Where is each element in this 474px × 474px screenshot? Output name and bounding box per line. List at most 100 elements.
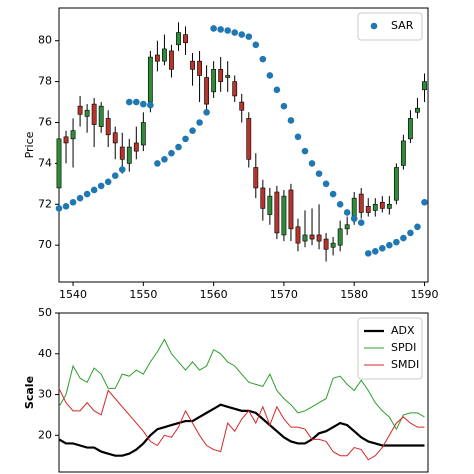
candle-body	[225, 75, 231, 78]
y-tick-label: 30	[38, 388, 52, 401]
candle-body	[63, 136, 69, 144]
candle-body	[274, 191, 280, 234]
y-tick-label: 80	[38, 34, 52, 47]
sar-point	[252, 41, 260, 49]
series-line	[58, 388, 425, 461]
candle-body	[218, 69, 224, 82]
candle-body	[56, 138, 62, 189]
x-tick-label: 1570	[270, 288, 298, 301]
sar-point	[414, 223, 421, 231]
sar-point	[407, 229, 414, 237]
sar-point	[217, 26, 224, 33]
y-tick-label: 50	[38, 306, 52, 319]
sar-point	[118, 166, 126, 173]
sar-point	[400, 234, 407, 242]
sar-point	[55, 205, 63, 212]
y-tick-label: 78	[38, 75, 52, 88]
legend-marker	[370, 22, 378, 30]
sar-point	[364, 250, 372, 257]
sar-point	[308, 160, 316, 167]
x-tick-label: 1580	[340, 288, 368, 301]
sar-point	[203, 108, 210, 116]
sar-point	[280, 102, 288, 110]
candle-body	[211, 69, 217, 93]
sar-point	[224, 27, 231, 34]
candle-body	[422, 81, 427, 91]
x-tick-label: 1560	[200, 288, 228, 301]
sar-point	[273, 86, 281, 94]
candle-body	[239, 101, 245, 111]
y-tick-label: 20	[38, 428, 52, 441]
x-tick-label: 1590	[410, 288, 438, 301]
series-line	[58, 338, 425, 431]
y-axis-label: Scale	[23, 376, 36, 409]
x-tick-label: 1540	[59, 288, 87, 301]
candle-body	[204, 77, 210, 105]
candle-body	[386, 203, 392, 209]
y-tick-label: 74	[38, 156, 52, 169]
legend-label: SMDI	[391, 358, 419, 371]
candle-body	[197, 60, 202, 76]
candle-body	[246, 118, 252, 160]
candle-body	[365, 206, 371, 213]
sar-point	[104, 178, 112, 186]
legend-label: SAR	[391, 19, 414, 32]
sar-point	[231, 29, 239, 36]
sar-point	[125, 98, 133, 106]
sar-point	[421, 198, 428, 206]
candle-body	[126, 146, 132, 164]
sar-point	[168, 149, 175, 157]
candle-body	[281, 195, 287, 236]
sar-point	[371, 248, 379, 255]
candle-body	[190, 60, 195, 70]
sar-point	[259, 55, 267, 63]
sar-point	[350, 215, 358, 222]
candle-body	[162, 48, 167, 62]
legend-label: SPDI	[391, 341, 416, 354]
sar-point	[62, 203, 70, 210]
y-tick-label: 70	[38, 238, 52, 251]
candle-body	[309, 234, 315, 240]
sar-point	[196, 119, 203, 126]
sar-point	[386, 241, 393, 249]
candle-body	[316, 234, 322, 242]
sar-point	[287, 117, 295, 124]
sar-point	[76, 194, 84, 202]
candle-body	[147, 56, 153, 103]
candle-body	[133, 142, 139, 152]
sar-point	[189, 127, 196, 134]
series-line	[58, 403, 425, 457]
sar-point	[161, 156, 168, 163]
sar-point	[343, 209, 351, 216]
sar-point	[322, 180, 330, 188]
candle-body	[260, 187, 266, 209]
candle-body	[302, 234, 308, 242]
candle-body	[408, 118, 413, 140]
sar-point	[379, 244, 386, 252]
sar-point	[357, 219, 365, 227]
candle-body	[91, 103, 97, 125]
sar-point	[238, 31, 246, 38]
candle-body	[330, 242, 336, 248]
y-tick-label: 76	[38, 116, 52, 129]
sar-point	[210, 25, 217, 32]
candle-body	[379, 201, 385, 209]
sar-point	[140, 100, 147, 108]
sar-point	[294, 133, 302, 141]
sar-point	[315, 170, 323, 177]
sar-point	[147, 101, 154, 109]
candle-body	[183, 34, 188, 44]
sar-point	[90, 186, 98, 194]
x-tick-label: 1550	[129, 288, 157, 301]
sar-point	[133, 98, 140, 106]
sar-point	[393, 238, 400, 246]
y-axis-label: Price	[23, 131, 36, 158]
candle-body	[119, 146, 125, 160]
sar-point	[336, 200, 344, 208]
sar-point	[245, 33, 253, 40]
candle-body	[253, 167, 259, 189]
candle-body	[84, 109, 90, 117]
candle-body	[70, 130, 76, 140]
candle-body	[77, 105, 83, 115]
legend-box	[357, 317, 423, 380]
